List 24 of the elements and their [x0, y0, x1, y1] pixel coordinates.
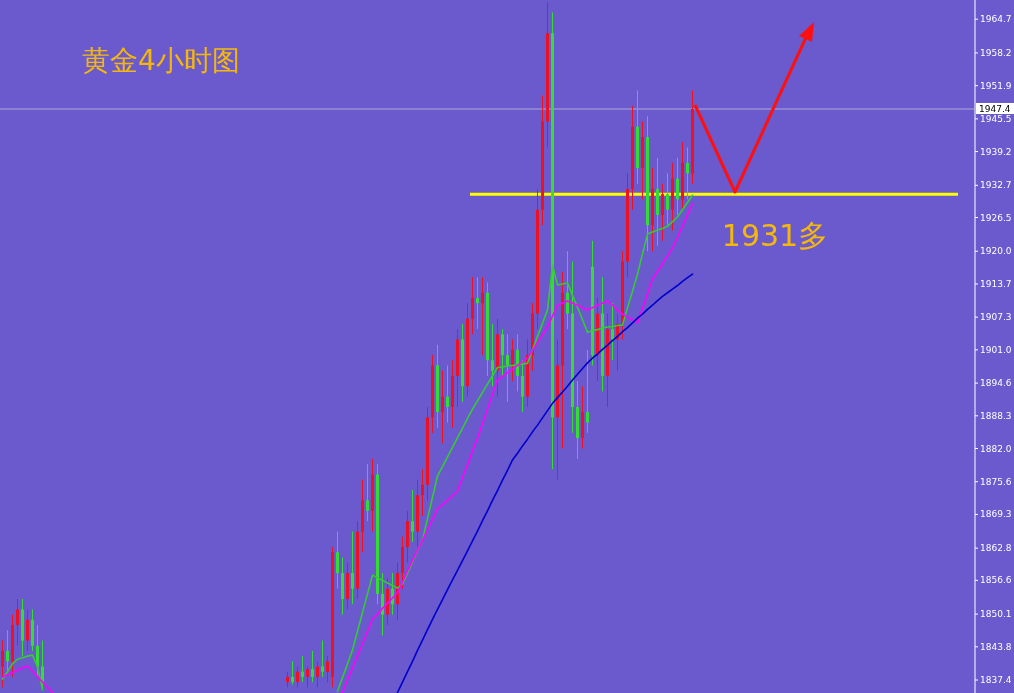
y-tick-label: 1882.0 [980, 443, 1012, 454]
y-tick-label: 1888.3 [980, 410, 1012, 421]
y-tick-label: 1951.9 [980, 80, 1012, 91]
y-tick-label: 1843.8 [980, 641, 1012, 652]
y-tick-label: 1869.3 [980, 509, 1012, 520]
text: 黄金4小时图 [82, 44, 240, 77]
y-tick-label: 1920.0 [980, 246, 1012, 257]
y-tick-label: 1901.0 [980, 344, 1012, 355]
y-tick-label: 1862.8 [980, 543, 1012, 554]
y-tick-label: 1894.6 [980, 378, 1012, 389]
y-tick-label: 1964.7 [980, 14, 1012, 25]
y-tick-label: 1939.2 [980, 146, 1012, 157]
y-tick-label: 1913.7 [980, 278, 1012, 289]
y-tick-label: 1926.5 [980, 212, 1012, 223]
y-tick-label: 1958.2 [980, 47, 1012, 58]
y-tick-label: 1875.6 [980, 476, 1012, 487]
ref-line-label: 1947.4 [979, 104, 1011, 115]
y-tick-label: 1850.1 [980, 609, 1012, 620]
annotation: 1931多 [721, 218, 829, 254]
y-tick-label: 1932.7 [980, 180, 1012, 191]
y-tick-label: 1907.3 [980, 312, 1012, 323]
y-tick-label: 1945.5 [980, 113, 1012, 124]
y-tick-label: 1856.6 [980, 575, 1012, 586]
y-tick-label: 1837.4 [980, 675, 1012, 686]
